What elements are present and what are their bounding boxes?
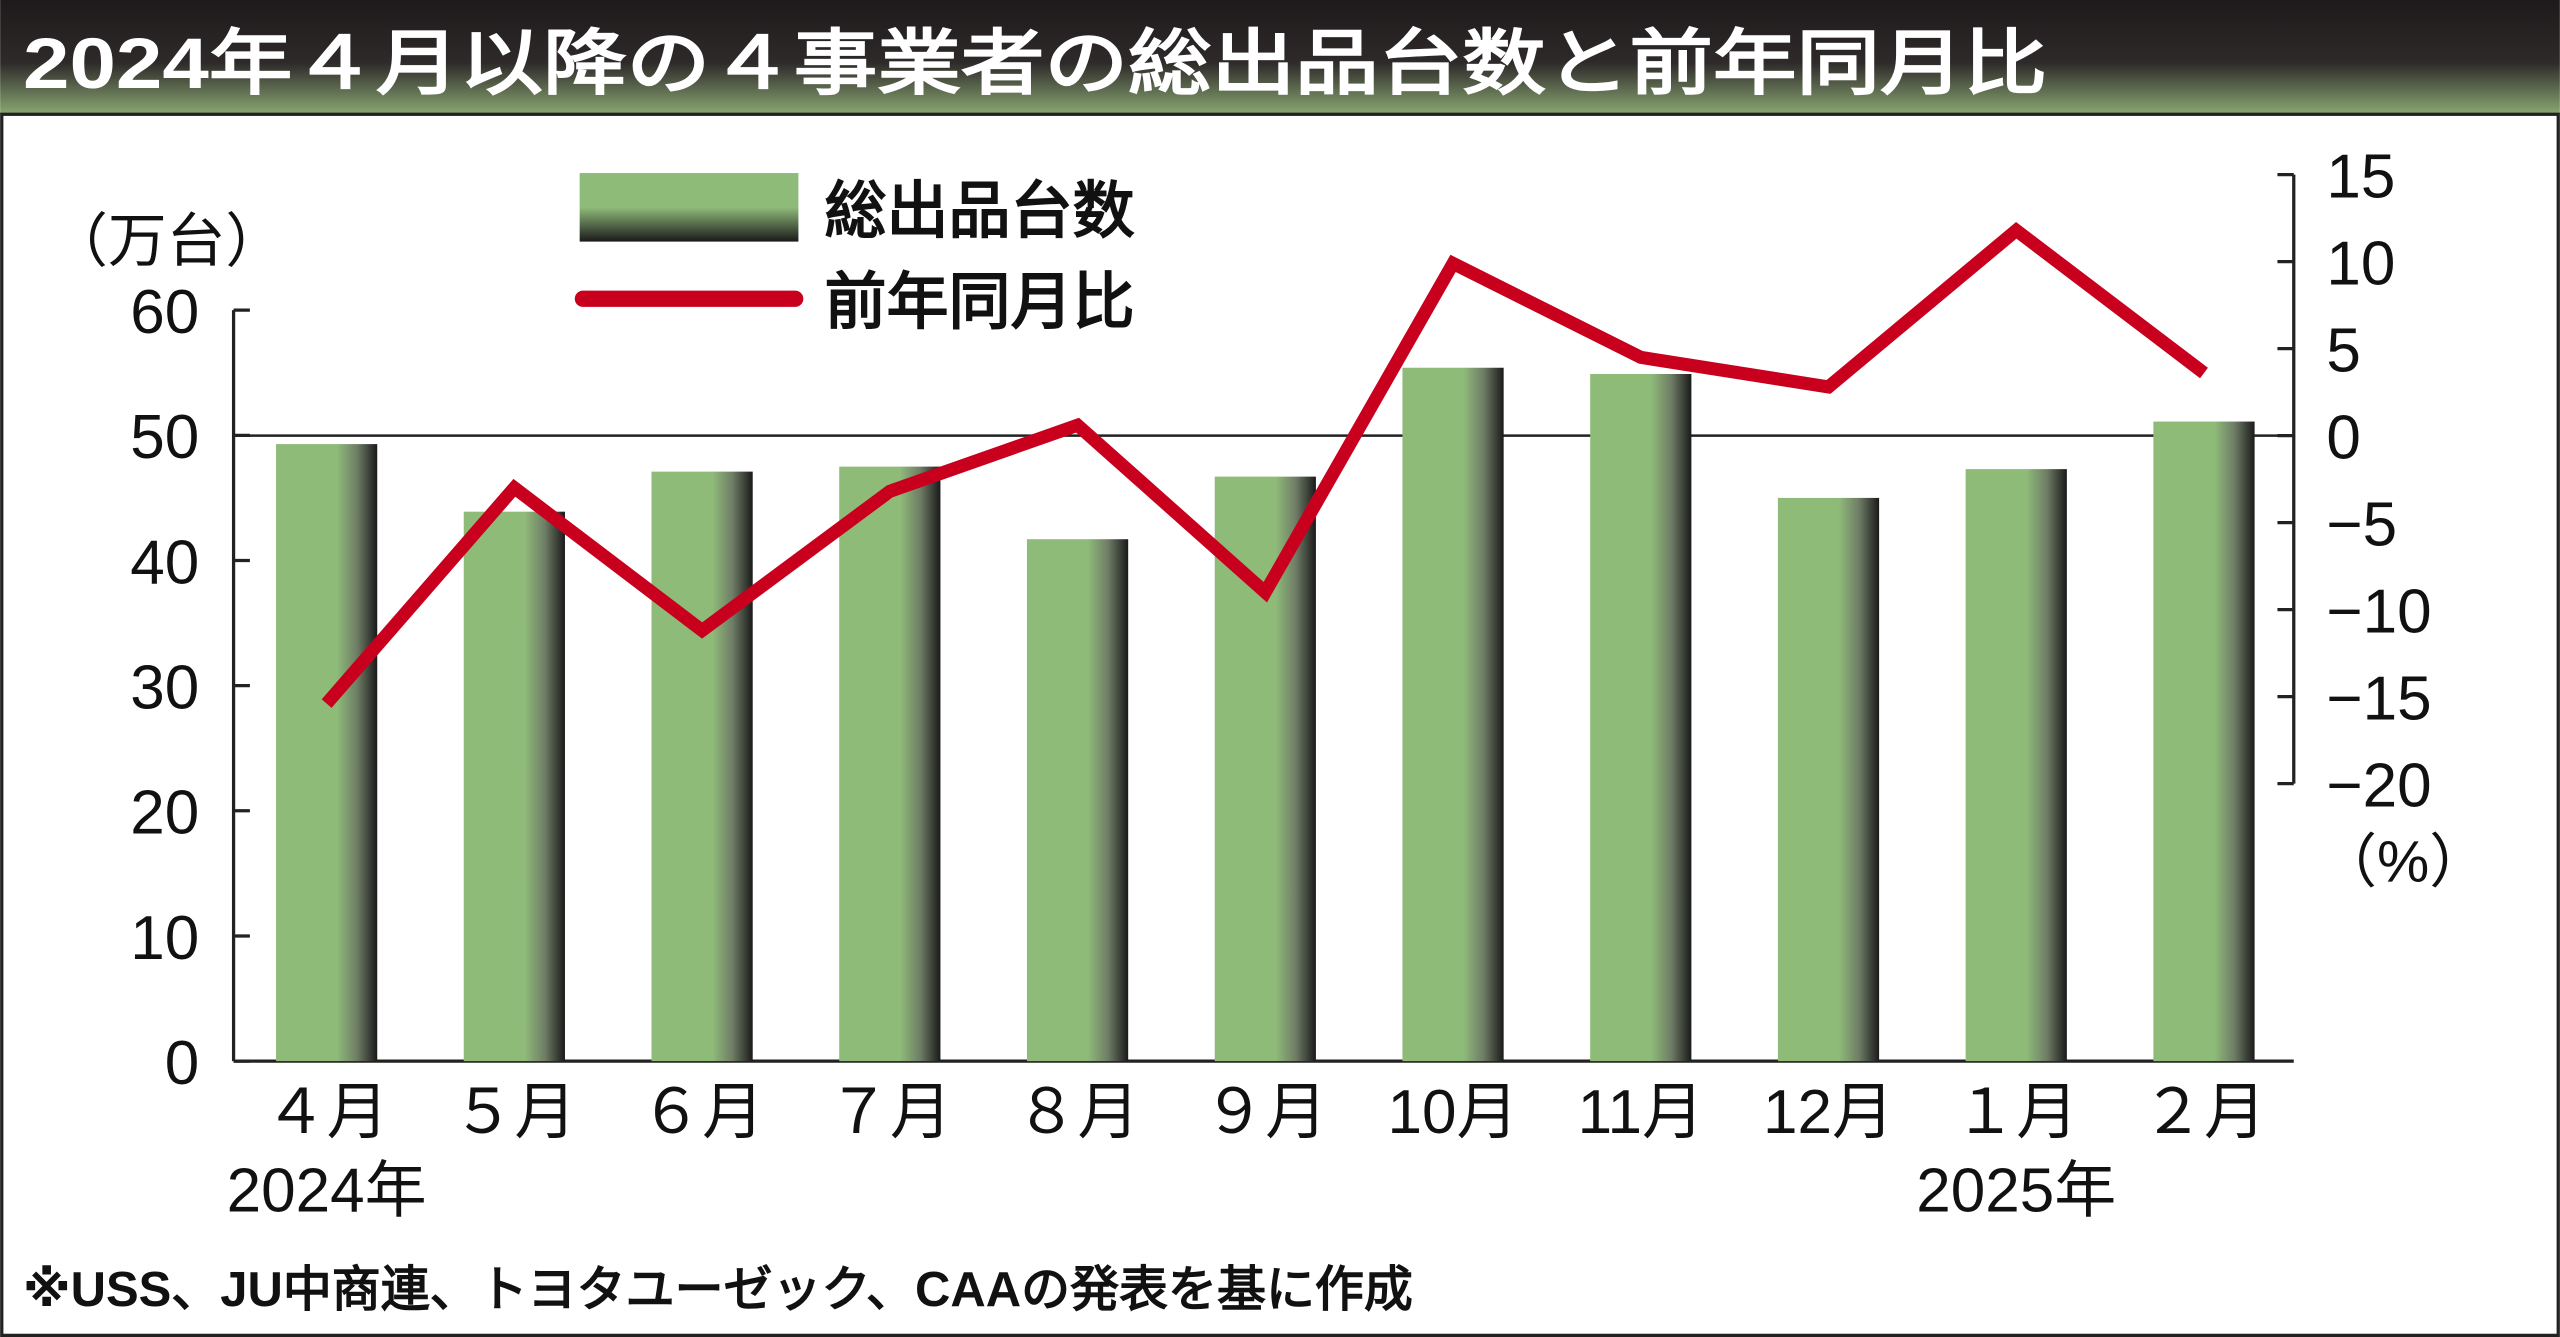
x-tick-label: ９月	[1203, 1078, 1327, 1147]
x-tick-label: ２月	[2142, 1078, 2266, 1147]
x-tick-label: ５月	[452, 1078, 576, 1147]
title-bar	[0, 0, 2560, 115]
left-tick-label: 30	[130, 653, 199, 722]
year-label-last: 2025年	[1916, 1156, 2116, 1225]
x-tick-label: 11月	[1578, 1078, 1704, 1147]
bar	[1965, 469, 2067, 1062]
left-tick-label: 40	[130, 528, 199, 597]
right-tick-label: 0	[2326, 403, 2361, 472]
frame	[0, 112, 2560, 1337]
right-tick-label: 5	[2326, 317, 2361, 386]
bar	[2153, 421, 2255, 1062]
x-tick-label: ４月	[265, 1078, 389, 1147]
year-label-first: 2024年	[227, 1156, 427, 1225]
x-tick-label: ７月	[828, 1078, 952, 1147]
right-tick-label: −5	[2326, 490, 2397, 559]
source-note: ※USS、JU中商連、トヨタユーゼック、CAAの発表を基に作成	[23, 1263, 1413, 1317]
x-tick-label: １月	[1954, 1078, 2078, 1147]
right-axis-unit: （%）	[2318, 830, 2488, 895]
bar	[1590, 374, 1692, 1062]
bar	[839, 466, 941, 1062]
bar	[1026, 539, 1129, 1062]
x-tick-label: 12月	[1763, 1078, 1894, 1147]
left-tick-label: 0	[165, 1029, 200, 1098]
right-tick-label: 10	[2326, 230, 2395, 299]
left-tick-label: 10	[130, 904, 199, 973]
x-tick-label: 10月	[1388, 1078, 1519, 1147]
legend-bar-label: 総出品台数	[825, 177, 1135, 246]
bar	[463, 511, 565, 1062]
left-tick-label: 60	[130, 278, 199, 347]
legend-bar-swatch	[579, 173, 799, 242]
left-tick-label: 50	[130, 403, 199, 472]
left-tick-label: 20	[130, 779, 199, 848]
x-tick-label: ６月	[640, 1078, 764, 1147]
bar	[651, 471, 753, 1062]
right-tick-label: −15	[2326, 664, 2431, 733]
left-axis-unit: （万台）	[49, 209, 284, 274]
x-tick-label: ８月	[1016, 1078, 1140, 1147]
legend-line-label: 前年同月比	[825, 268, 1135, 337]
bar	[276, 444, 378, 1062]
right-tick-label: −20	[2326, 751, 2431, 820]
chart-title: 2024年４月以降の４事業者の総出品台数と前年同月比	[23, 24, 2047, 104]
legend: 総出品台数 前年同月比	[574, 173, 1135, 337]
bar	[1214, 476, 1316, 1062]
right-tick-label: −10	[2326, 577, 2431, 646]
bar	[1777, 497, 1880, 1062]
right-tick-label: 15	[2326, 143, 2395, 212]
bar	[1402, 367, 1504, 1062]
